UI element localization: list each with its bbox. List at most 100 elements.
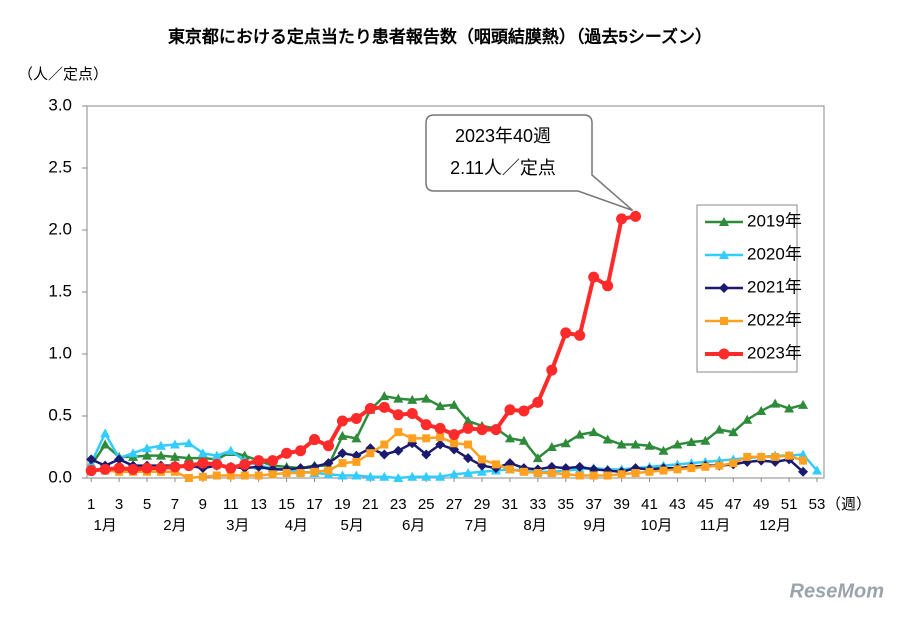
x-tick-label: 39	[613, 496, 630, 513]
y-tick-label: 0.5	[48, 405, 72, 424]
marker	[644, 440, 655, 450]
marker	[574, 429, 585, 439]
marker	[336, 415, 348, 427]
marker	[602, 434, 613, 444]
y-tick-label: 1.5	[48, 281, 72, 300]
marker	[798, 399, 809, 409]
x-tick-label: 37	[585, 496, 602, 513]
marker	[393, 393, 404, 403]
marker	[113, 462, 125, 474]
marker	[309, 434, 321, 446]
month-label: 9月	[583, 517, 606, 534]
x-tick-label: 53	[809, 496, 826, 513]
marker	[436, 433, 445, 442]
marker	[463, 453, 474, 464]
marker	[379, 391, 390, 401]
y-tick-label: 0.0	[48, 467, 72, 486]
marker	[504, 404, 516, 416]
marker	[784, 403, 795, 413]
marker	[253, 455, 265, 467]
annotation-text: 2.11人／定点	[450, 158, 556, 178]
month-label: 10月	[641, 517, 673, 534]
x-tick-label: 13	[250, 496, 267, 513]
marker	[450, 439, 459, 448]
marker	[603, 471, 612, 480]
marker	[197, 448, 208, 458]
month-label: 12月	[759, 517, 791, 534]
x-tick-label: 7	[171, 496, 179, 513]
marker	[323, 458, 334, 469]
marker	[519, 467, 528, 476]
marker	[281, 447, 293, 459]
marker	[212, 471, 221, 480]
x-tick-label: 51	[781, 496, 798, 513]
x-axis-label: （週）	[826, 496, 871, 513]
marker	[687, 464, 696, 473]
marker	[602, 280, 614, 292]
marker	[365, 471, 376, 481]
marker	[435, 439, 446, 450]
x-tick-label: 21	[362, 496, 379, 513]
marker	[85, 465, 97, 477]
marker	[378, 401, 390, 413]
legend-label: 2023年	[747, 343, 802, 362]
legend-marker	[720, 317, 728, 325]
marker	[268, 470, 277, 479]
x-tick-label: 23	[390, 496, 407, 513]
marker	[337, 448, 348, 459]
marker	[240, 471, 249, 480]
marker	[421, 471, 432, 481]
marker	[350, 412, 362, 424]
marker	[533, 469, 542, 478]
marker	[630, 210, 642, 222]
x-tick-label: 45	[697, 496, 714, 513]
x-tick-label: 35	[557, 496, 574, 513]
y-tick-label: 3.0	[48, 95, 72, 114]
marker	[729, 459, 738, 468]
y-tick-label: 2.5	[48, 157, 72, 176]
marker	[645, 467, 654, 476]
marker	[561, 470, 570, 479]
marker	[392, 409, 404, 421]
marker	[574, 329, 586, 341]
x-tick-label: 49	[753, 496, 770, 513]
y-tick-label: 2.0	[48, 219, 72, 238]
marker	[379, 471, 390, 481]
month-label: 2月	[163, 517, 186, 534]
marker	[142, 443, 153, 453]
month-label: 3月	[226, 517, 249, 534]
marker	[463, 415, 474, 425]
marker	[477, 466, 488, 476]
x-tick-label: 19	[334, 496, 351, 513]
x-tick-label: 17	[306, 496, 323, 513]
callout	[425, 114, 634, 212]
marker	[127, 463, 139, 475]
x-tick-label: 9	[199, 496, 207, 513]
marker	[464, 440, 473, 449]
x-tick-label: 29	[474, 496, 491, 513]
marker	[380, 440, 389, 449]
marker	[799, 456, 808, 465]
y-tick-label: 1.0	[48, 343, 72, 362]
x-tick-label: 1	[87, 496, 95, 513]
marker	[616, 213, 628, 225]
marker	[198, 472, 207, 481]
marker	[757, 452, 766, 461]
marker	[407, 471, 418, 481]
x-tick-label: 43	[669, 496, 686, 513]
marker	[435, 471, 446, 481]
marker	[630, 439, 641, 449]
marker	[225, 462, 237, 474]
marker	[672, 439, 683, 449]
marker	[99, 463, 111, 475]
marker	[504, 433, 515, 443]
marker	[408, 434, 417, 443]
month-label: 5月	[341, 517, 364, 534]
marker	[351, 470, 362, 480]
marker	[560, 438, 571, 448]
marker	[86, 454, 97, 465]
marker	[490, 424, 502, 436]
marker	[406, 408, 418, 420]
